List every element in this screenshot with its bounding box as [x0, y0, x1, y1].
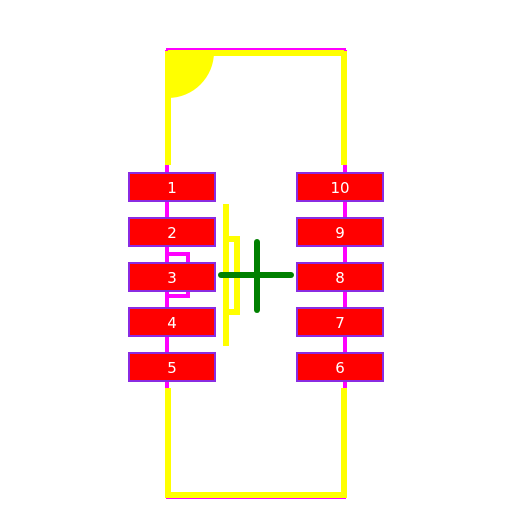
pad-shape: [296, 217, 384, 247]
pad-8[interactable]: 8: [296, 262, 384, 292]
pad-10[interactable]: 10: [296, 172, 384, 202]
pad-number-label: 7: [335, 314, 345, 332]
pad-number-label: 1: [167, 179, 177, 197]
pad-1[interactable]: 1: [128, 172, 216, 202]
pin1-marker-icon: [168, 52, 214, 98]
pad-5[interactable]: 5: [128, 352, 216, 382]
pad-column-right: 10 9 8 7 6: [296, 172, 384, 382]
pad-shape: [128, 217, 216, 247]
pad-9[interactable]: 9: [296, 217, 384, 247]
pad-2[interactable]: 2: [128, 217, 216, 247]
pad-shape: [296, 307, 384, 337]
pad-shape: [296, 172, 384, 202]
pad-shape: [296, 262, 384, 292]
pad-column-left: 1 2 3 4 5: [128, 172, 216, 382]
pad-number-label: 2: [167, 224, 177, 242]
pad-4[interactable]: 4: [128, 307, 216, 337]
pad-3[interactable]: 3: [128, 262, 216, 292]
pad-number-label: 6: [335, 359, 345, 377]
pad-6[interactable]: 6: [296, 352, 384, 382]
pad-number-label: 9: [335, 224, 345, 242]
pad-number-label: 4: [167, 314, 177, 332]
pad-shape: [128, 352, 216, 382]
origin-crosshair-icon: [218, 239, 294, 313]
pad-number-label: 8: [335, 269, 345, 287]
pad-7[interactable]: 7: [296, 307, 384, 337]
pad-shape: [128, 262, 216, 292]
pad-shape: [128, 307, 216, 337]
pad-shape: [128, 172, 216, 202]
pad-shape: [296, 352, 384, 382]
pad-number-label: 5: [167, 359, 177, 377]
pad-number-label: 10: [330, 179, 349, 197]
pad-number-label: 3: [167, 269, 177, 287]
